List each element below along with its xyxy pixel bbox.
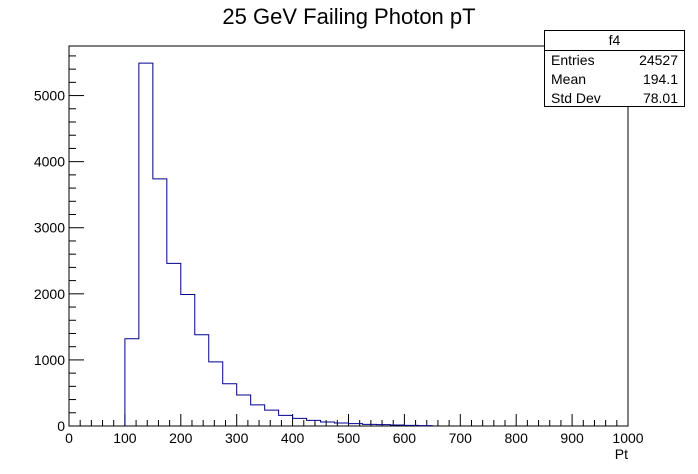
x-axis: 0 100 200 300 400 500 600 700 800 900 1000: [65, 414, 644, 446]
stats-title: f4: [545, 31, 684, 51]
x-tick-label: 900: [560, 430, 584, 446]
y-tick-label: 3000: [34, 220, 65, 236]
x-tick-label: 800: [505, 430, 529, 446]
x-tick-label: 100: [113, 430, 137, 446]
x-tick-label: 300: [225, 430, 249, 446]
x-tick-label: 500: [337, 430, 361, 446]
stats-value: 78.01: [642, 90, 678, 106]
x-tick-label: 1000: [612, 430, 643, 446]
x-axis-label: Pt: [615, 446, 628, 462]
y-tick-label: 5000: [34, 88, 65, 104]
stats-row-mean: Mean 194.1: [545, 70, 684, 89]
stats-row-stddev: Std Dev 78.01: [545, 89, 684, 108]
stats-value: 194.1: [642, 71, 678, 87]
x-tick-label: 0: [65, 430, 73, 446]
y-tick-label: 4000: [34, 154, 65, 170]
stats-label: Std Dev: [551, 90, 601, 106]
stats-label: Entries: [551, 52, 595, 68]
x-tick-label: 200: [169, 430, 193, 446]
chart-title: 25 GeV Failing Photon pT: [222, 4, 475, 29]
stats-row-entries: Entries 24527: [545, 51, 684, 70]
y-axis: 0 1000 2000 3000 4000 5000: [34, 55, 84, 434]
y-tick-label: 1000: [34, 352, 65, 368]
histogram-line: [124, 62, 433, 427]
y-tick-label: 0: [57, 418, 65, 434]
x-tick-label: 400: [281, 430, 305, 446]
x-tick-label: 700: [449, 430, 473, 446]
y-tick-label: 2000: [34, 286, 65, 302]
stats-box: f4 Entries 24527 Mean 194.1 Std Dev 78.0…: [544, 30, 685, 107]
x-tick-label: 600: [393, 430, 417, 446]
stats-value: 24527: [639, 52, 678, 68]
stats-label: Mean: [551, 71, 587, 87]
